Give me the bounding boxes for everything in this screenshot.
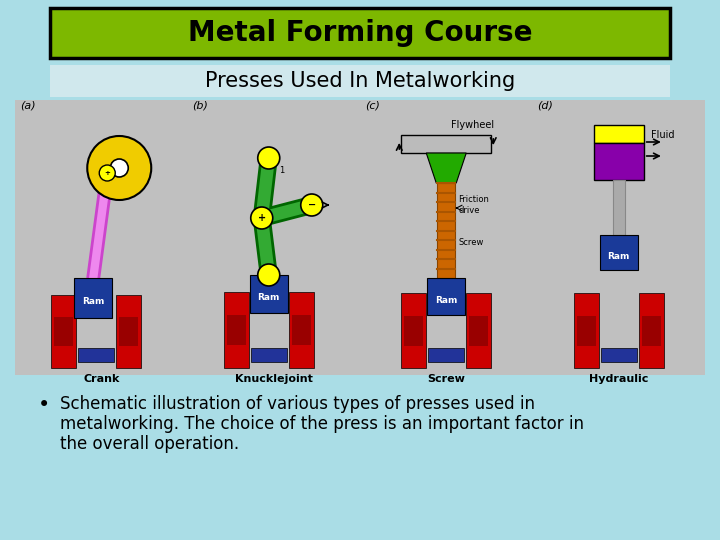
Bar bbox=[116, 295, 141, 368]
Circle shape bbox=[251, 207, 273, 229]
Bar bbox=[50, 8, 670, 58]
Bar bbox=[401, 135, 491, 153]
Bar bbox=[577, 315, 595, 346]
Bar bbox=[428, 348, 464, 362]
Text: Schematic illustration of various types of presses used in: Schematic illustration of various types … bbox=[60, 395, 535, 413]
Circle shape bbox=[110, 159, 128, 177]
Text: +: + bbox=[104, 170, 110, 176]
Bar bbox=[574, 293, 599, 368]
Circle shape bbox=[87, 136, 151, 200]
Bar bbox=[251, 348, 287, 362]
Text: the overall operation.: the overall operation. bbox=[60, 435, 239, 453]
Bar bbox=[15, 100, 705, 375]
Bar bbox=[404, 315, 423, 346]
Bar bbox=[469, 315, 488, 346]
Bar bbox=[594, 125, 644, 143]
Bar bbox=[120, 317, 138, 346]
Text: (a): (a) bbox=[20, 100, 35, 110]
Bar bbox=[78, 348, 114, 362]
Bar bbox=[427, 278, 465, 315]
Bar bbox=[250, 275, 288, 313]
Text: Friction
drive: Friction drive bbox=[458, 195, 489, 215]
Bar bbox=[289, 292, 314, 368]
Text: (c): (c) bbox=[365, 100, 380, 110]
Text: Flywheel: Flywheel bbox=[451, 120, 495, 130]
Text: Hydraulic: Hydraulic bbox=[589, 374, 649, 384]
Text: Presses Used In Metalworking: Presses Used In Metalworking bbox=[205, 71, 515, 91]
Bar bbox=[594, 143, 644, 180]
Bar bbox=[401, 293, 426, 368]
Bar bbox=[51, 295, 76, 368]
Text: Screw: Screw bbox=[458, 238, 484, 247]
Text: (b): (b) bbox=[192, 100, 208, 110]
Polygon shape bbox=[426, 153, 467, 183]
Bar bbox=[227, 315, 246, 345]
Bar bbox=[224, 292, 248, 368]
Text: −: − bbox=[307, 200, 316, 210]
Text: Ram: Ram bbox=[608, 252, 630, 261]
Text: Fluid: Fluid bbox=[651, 130, 674, 140]
Text: 1: 1 bbox=[279, 166, 284, 175]
Circle shape bbox=[99, 165, 115, 181]
Text: •: • bbox=[38, 395, 50, 415]
Bar bbox=[437, 183, 455, 278]
Circle shape bbox=[258, 264, 280, 286]
Bar bbox=[639, 293, 664, 368]
Bar bbox=[600, 235, 638, 270]
Text: Screw: Screw bbox=[427, 374, 465, 384]
Bar bbox=[54, 317, 73, 346]
Bar bbox=[292, 315, 311, 345]
Text: Ram: Ram bbox=[82, 298, 104, 307]
Bar bbox=[74, 278, 112, 318]
Text: metalworking. The choice of the press is an important factor in: metalworking. The choice of the press is… bbox=[60, 415, 584, 433]
Bar bbox=[642, 315, 661, 346]
Bar bbox=[467, 293, 491, 368]
Bar bbox=[50, 65, 670, 97]
Text: Ram: Ram bbox=[258, 294, 280, 302]
Text: Ram: Ram bbox=[435, 296, 457, 305]
Bar bbox=[600, 348, 636, 362]
Text: Knucklejoint: Knucklejoint bbox=[235, 374, 312, 384]
Circle shape bbox=[301, 194, 323, 216]
Bar bbox=[613, 180, 625, 235]
Text: +: + bbox=[258, 213, 266, 223]
Text: Metal Forming Course: Metal Forming Course bbox=[188, 19, 532, 47]
Circle shape bbox=[258, 147, 280, 169]
Text: (d): (d) bbox=[538, 100, 554, 110]
Text: Crank: Crank bbox=[83, 374, 120, 384]
